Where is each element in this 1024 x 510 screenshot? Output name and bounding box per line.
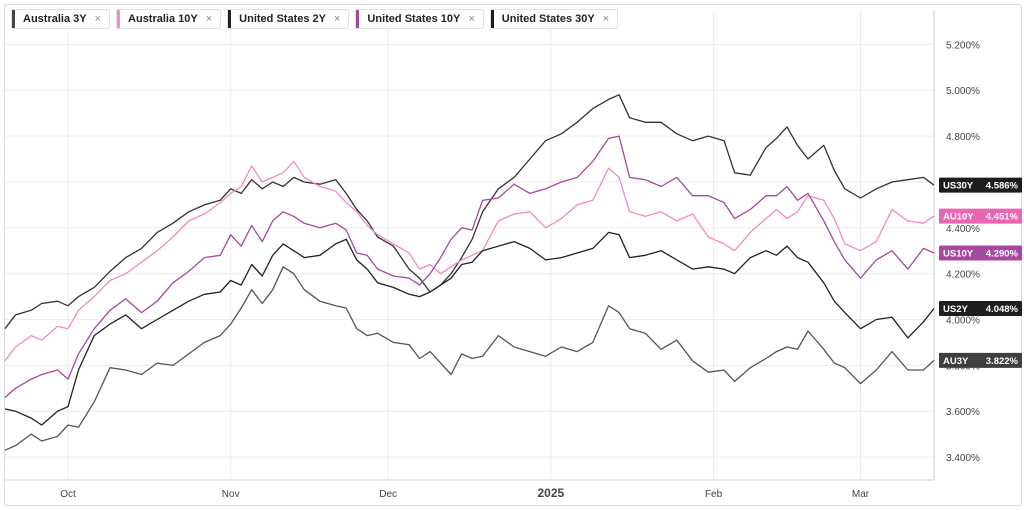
value-tag-value: 4.586%	[986, 181, 1019, 192]
legend-swatch	[228, 10, 232, 28]
x-tick-label: Dec	[379, 489, 397, 500]
value-tag-name: US30Y	[943, 181, 974, 192]
series-line-au3y	[4, 266, 935, 451]
value-tag-us10y	[939, 245, 1022, 261]
value-tag-value: 4.451%	[986, 212, 1019, 223]
y-tick-label: 4.400%	[946, 224, 980, 235]
x-tick-label: Nov	[222, 489, 240, 500]
value-tag-name: AU3Y	[943, 356, 969, 367]
y-tick-label: 5.000%	[946, 86, 980, 97]
series-line-us2y	[4, 231, 935, 426]
value-tag-au10y	[939, 208, 1022, 224]
legend-chip-united-states-30y[interactable]: United States 30Y ×	[489, 9, 619, 29]
close-icon[interactable]: ×	[205, 13, 213, 25]
y-tick-label: 3.400%	[946, 453, 980, 464]
x-tick-label: Mar	[852, 489, 870, 500]
y-tick-label: 4.000%	[946, 316, 980, 327]
close-icon[interactable]: ×	[602, 13, 610, 25]
x-tick-label: 2025	[538, 486, 565, 500]
y-tick-label: 4.200%	[946, 270, 980, 281]
legend-swatch	[356, 10, 360, 28]
legend-label: Australia 3Y	[23, 13, 87, 25]
series-line-au10y	[4, 160, 935, 362]
value-tag-value: 4.048%	[986, 304, 1019, 315]
legend-chip-united-states-2y[interactable]: United States 2Y ×	[227, 9, 350, 29]
legend-chip-united-states-10y[interactable]: United States 10Y ×	[355, 9, 484, 29]
close-icon[interactable]: ×	[333, 13, 341, 25]
legend-chip-australia-10y[interactable]: Australia 10Y ×	[116, 9, 222, 29]
chart-frame	[4, 4, 1022, 506]
x-tick-label: Oct	[60, 489, 76, 500]
y-tick-label: 5.200%	[946, 40, 980, 51]
value-tag-value: 3.822%	[986, 356, 1019, 367]
value-tag-us2y	[939, 301, 1022, 317]
value-tag-value: 4.290%	[986, 249, 1019, 260]
legend-swatch	[12, 10, 15, 28]
legend-label: United States 30Y	[501, 13, 595, 25]
value-tag-au3y	[939, 352, 1022, 368]
y-tick-label: 3.600%	[946, 407, 980, 418]
x-tick-label: Feb	[705, 489, 723, 500]
legend-label: United States 2Y	[239, 13, 326, 25]
close-icon[interactable]: ×	[94, 13, 102, 25]
legend-bar: Australia 3Y × Australia 10Y × United St…	[11, 9, 619, 31]
series-line-us10y	[4, 135, 935, 398]
value-tag-us30y	[939, 177, 1022, 193]
y-tick-label: 4.800%	[946, 132, 980, 143]
value-tag-name: US10Y	[943, 249, 974, 260]
close-icon[interactable]: ×	[468, 13, 475, 25]
legend-label: Australia 10Y	[128, 13, 198, 25]
series-line-us30y	[4, 94, 935, 330]
value-tag-name: US2Y	[943, 304, 968, 315]
value-tag-name: AU10Y	[943, 212, 974, 223]
legend-swatch	[490, 10, 494, 28]
legend-chip-australia-3y[interactable]: Australia 3Y ×	[11, 9, 111, 29]
legend-label: United States 10Y	[367, 13, 461, 25]
legend-swatch	[117, 10, 121, 28]
